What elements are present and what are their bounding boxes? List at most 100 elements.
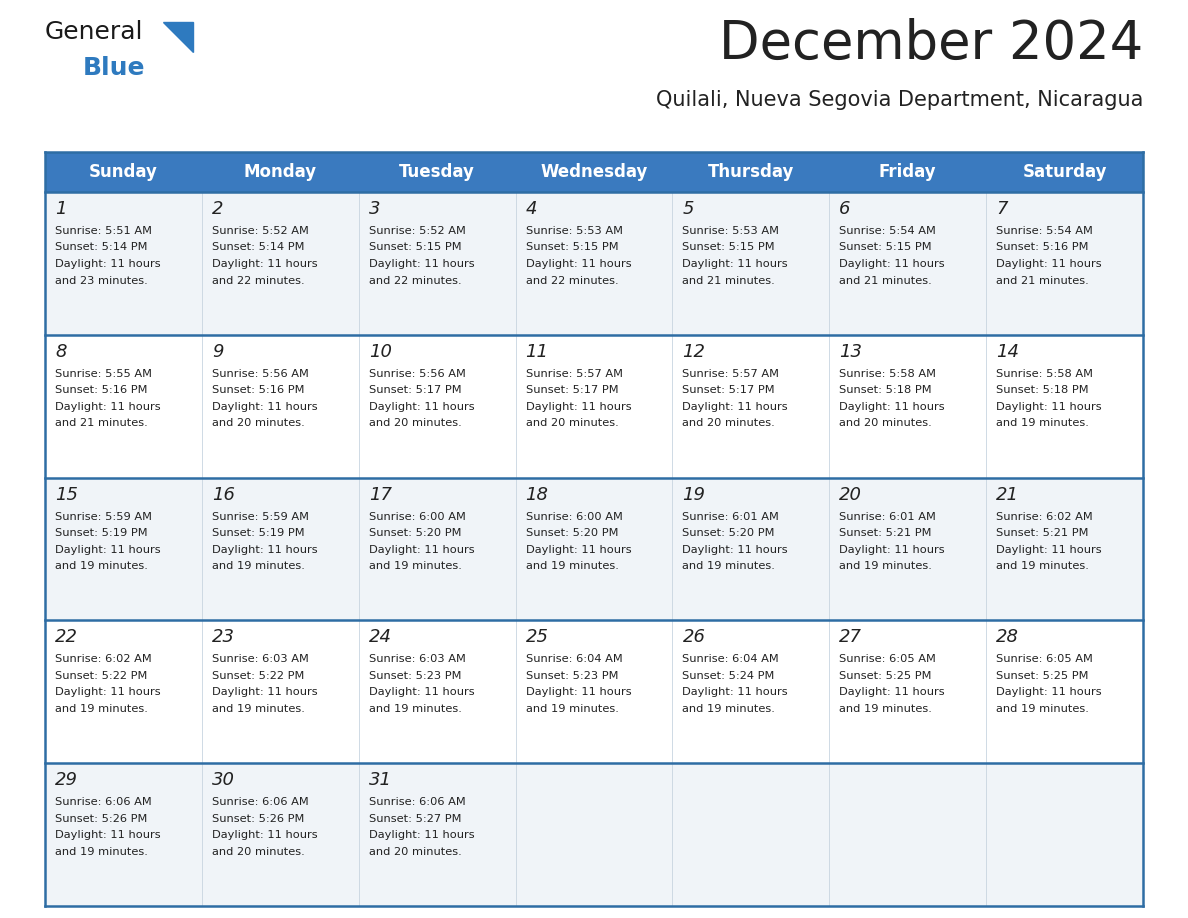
Text: Daylight: 11 hours: Daylight: 11 hours (525, 402, 631, 412)
Text: and 21 minutes.: and 21 minutes. (997, 275, 1089, 285)
Text: Sunset: 5:16 PM: Sunset: 5:16 PM (211, 386, 304, 396)
Text: 12: 12 (682, 342, 706, 361)
Text: Sunday: Sunday (89, 163, 158, 181)
Text: General: General (45, 20, 144, 44)
Text: and 20 minutes.: and 20 minutes. (211, 846, 304, 856)
Text: Friday: Friday (879, 163, 936, 181)
Text: Sunset: 5:15 PM: Sunset: 5:15 PM (682, 242, 775, 252)
Text: Daylight: 11 hours: Daylight: 11 hours (368, 259, 474, 269)
Text: Daylight: 11 hours: Daylight: 11 hours (997, 688, 1101, 698)
Text: Daylight: 11 hours: Daylight: 11 hours (55, 830, 160, 840)
Text: Sunrise: 6:02 AM: Sunrise: 6:02 AM (55, 655, 152, 665)
Text: and 19 minutes.: and 19 minutes. (368, 704, 462, 714)
Text: 2: 2 (211, 200, 223, 218)
Bar (45, 763, 1143, 906)
Text: and 20 minutes.: and 20 minutes. (839, 419, 933, 429)
Text: 17: 17 (368, 486, 392, 504)
Text: Sunset: 5:22 PM: Sunset: 5:22 PM (55, 671, 147, 681)
Bar (45, 477, 1143, 621)
Text: Sunrise: 5:53 AM: Sunrise: 5:53 AM (525, 226, 623, 236)
Text: and 20 minutes.: and 20 minutes. (211, 419, 304, 429)
Text: 31: 31 (368, 771, 392, 789)
Text: Sunset: 5:20 PM: Sunset: 5:20 PM (368, 528, 461, 538)
Text: 5: 5 (682, 200, 694, 218)
Text: and 22 minutes.: and 22 minutes. (525, 275, 618, 285)
Text: Sunrise: 5:55 AM: Sunrise: 5:55 AM (55, 369, 152, 379)
Text: Sunset: 5:23 PM: Sunset: 5:23 PM (368, 671, 461, 681)
Text: 23: 23 (211, 629, 235, 646)
Text: Sunset: 5:16 PM: Sunset: 5:16 PM (997, 242, 1088, 252)
Text: Sunset: 5:15 PM: Sunset: 5:15 PM (839, 242, 931, 252)
Text: Daylight: 11 hours: Daylight: 11 hours (211, 544, 317, 554)
Text: Sunrise: 6:04 AM: Sunrise: 6:04 AM (525, 655, 623, 665)
Text: Daylight: 11 hours: Daylight: 11 hours (997, 402, 1101, 412)
Text: Sunrise: 5:52 AM: Sunrise: 5:52 AM (368, 226, 466, 236)
Text: and 20 minutes.: and 20 minutes. (682, 419, 776, 429)
Text: Sunrise: 6:01 AM: Sunrise: 6:01 AM (839, 511, 936, 521)
Text: 28: 28 (997, 629, 1019, 646)
Text: Sunrise: 5:51 AM: Sunrise: 5:51 AM (55, 226, 152, 236)
Text: Daylight: 11 hours: Daylight: 11 hours (839, 402, 944, 412)
Text: Daylight: 11 hours: Daylight: 11 hours (525, 688, 631, 698)
Text: Daylight: 11 hours: Daylight: 11 hours (211, 402, 317, 412)
Text: and 19 minutes.: and 19 minutes. (211, 704, 305, 714)
Text: Daylight: 11 hours: Daylight: 11 hours (55, 688, 160, 698)
Text: Sunset: 5:15 PM: Sunset: 5:15 PM (368, 242, 461, 252)
Text: Sunset: 5:18 PM: Sunset: 5:18 PM (839, 386, 931, 396)
Text: Sunrise: 5:57 AM: Sunrise: 5:57 AM (682, 369, 779, 379)
Text: 22: 22 (55, 629, 78, 646)
Text: 29: 29 (55, 771, 78, 789)
Text: Daylight: 11 hours: Daylight: 11 hours (839, 688, 944, 698)
Text: 3: 3 (368, 200, 380, 218)
Text: Sunrise: 5:52 AM: Sunrise: 5:52 AM (211, 226, 309, 236)
Text: and 21 minutes.: and 21 minutes. (682, 275, 776, 285)
Text: Quilali, Nueva Segovia Department, Nicaragua: Quilali, Nueva Segovia Department, Nicar… (656, 90, 1143, 110)
Text: and 19 minutes.: and 19 minutes. (682, 704, 776, 714)
Text: Sunset: 5:19 PM: Sunset: 5:19 PM (55, 528, 147, 538)
Text: Monday: Monday (244, 163, 317, 181)
Text: 11: 11 (525, 342, 549, 361)
Text: Daylight: 11 hours: Daylight: 11 hours (525, 259, 631, 269)
Text: 26: 26 (682, 629, 706, 646)
Text: Sunrise: 6:03 AM: Sunrise: 6:03 AM (368, 655, 466, 665)
Text: Sunset: 5:20 PM: Sunset: 5:20 PM (682, 528, 775, 538)
Text: Sunrise: 5:59 AM: Sunrise: 5:59 AM (55, 511, 152, 521)
Text: and 19 minutes.: and 19 minutes. (525, 704, 619, 714)
Text: Daylight: 11 hours: Daylight: 11 hours (368, 830, 474, 840)
Text: 14: 14 (997, 342, 1019, 361)
Text: Tuesday: Tuesday (399, 163, 475, 181)
Text: Sunset: 5:25 PM: Sunset: 5:25 PM (997, 671, 1088, 681)
Text: Sunset: 5:21 PM: Sunset: 5:21 PM (997, 528, 1088, 538)
Text: 16: 16 (211, 486, 235, 504)
Text: and 19 minutes.: and 19 minutes. (997, 704, 1089, 714)
Text: Sunset: 5:17 PM: Sunset: 5:17 PM (368, 386, 461, 396)
Text: Daylight: 11 hours: Daylight: 11 hours (997, 544, 1101, 554)
Text: Sunrise: 6:06 AM: Sunrise: 6:06 AM (55, 797, 152, 807)
Text: Daylight: 11 hours: Daylight: 11 hours (55, 402, 160, 412)
Text: Sunset: 5:16 PM: Sunset: 5:16 PM (55, 386, 147, 396)
Text: 30: 30 (211, 771, 235, 789)
Text: Wednesday: Wednesday (541, 163, 647, 181)
Text: Sunset: 5:22 PM: Sunset: 5:22 PM (211, 671, 304, 681)
Text: Daylight: 11 hours: Daylight: 11 hours (211, 688, 317, 698)
Text: Sunset: 5:23 PM: Sunset: 5:23 PM (525, 671, 618, 681)
Text: Daylight: 11 hours: Daylight: 11 hours (839, 259, 944, 269)
Text: Daylight: 11 hours: Daylight: 11 hours (55, 259, 160, 269)
Text: Sunrise: 6:06 AM: Sunrise: 6:06 AM (368, 797, 466, 807)
Text: Sunrise: 6:04 AM: Sunrise: 6:04 AM (682, 655, 779, 665)
Text: Sunrise: 5:59 AM: Sunrise: 5:59 AM (211, 511, 309, 521)
Text: Daylight: 11 hours: Daylight: 11 hours (368, 402, 474, 412)
Text: and 19 minutes.: and 19 minutes. (525, 561, 619, 571)
Text: Sunset: 5:25 PM: Sunset: 5:25 PM (839, 671, 931, 681)
Text: 8: 8 (55, 342, 67, 361)
Text: 25: 25 (525, 629, 549, 646)
Text: Daylight: 11 hours: Daylight: 11 hours (211, 830, 317, 840)
Text: and 19 minutes.: and 19 minutes. (997, 561, 1089, 571)
Text: Sunrise: 6:05 AM: Sunrise: 6:05 AM (997, 655, 1093, 665)
Text: Sunrise: 6:00 AM: Sunrise: 6:00 AM (368, 511, 466, 521)
Text: Sunrise: 5:58 AM: Sunrise: 5:58 AM (997, 369, 1093, 379)
Text: and 21 minutes.: and 21 minutes. (55, 419, 147, 429)
Text: 15: 15 (55, 486, 78, 504)
Text: Sunrise: 6:02 AM: Sunrise: 6:02 AM (997, 511, 1093, 521)
Text: Daylight: 11 hours: Daylight: 11 hours (682, 259, 788, 269)
